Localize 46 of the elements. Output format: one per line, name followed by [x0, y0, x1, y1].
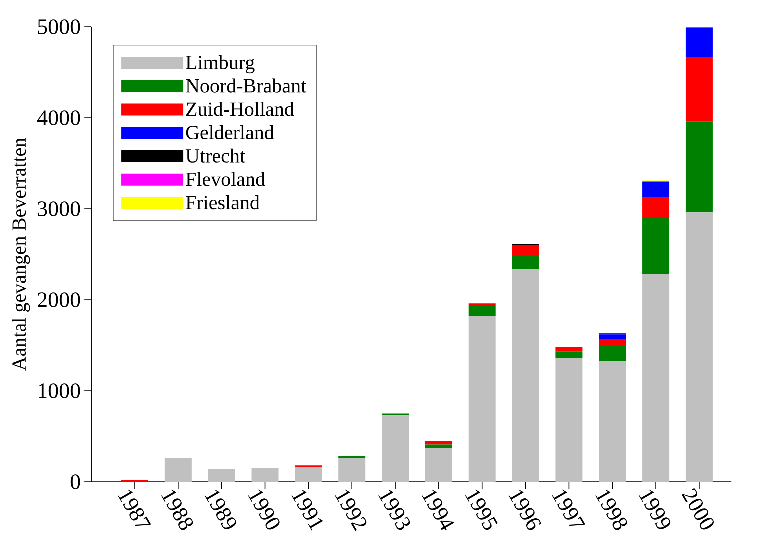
bar — [556, 347, 583, 352]
bar — [599, 334, 626, 340]
x-tick-label: 1987 — [118, 490, 152, 526]
bar — [425, 448, 452, 482]
y-tick-label: 3000 — [38, 202, 80, 216]
y-tick-label: 1000 — [39, 384, 80, 398]
bar — [642, 217, 670, 275]
bar — [295, 467, 322, 482]
legend-label: Utrecht — [186, 148, 246, 163]
bar — [512, 269, 540, 482]
y-tick-label: 2000 — [38, 292, 80, 308]
bar — [599, 339, 626, 346]
bar — [164, 458, 192, 482]
bar — [338, 458, 366, 482]
y-tick-label: 4000 — [38, 110, 80, 126]
bar — [512, 245, 540, 256]
bar — [425, 441, 452, 445]
y-axis-title: Aantal gevangen Beverratten — [12, 138, 30, 371]
legend-label: Limburg — [186, 55, 255, 74]
bar — [468, 306, 496, 316]
bar — [556, 352, 583, 358]
x-tick-label: 1997 — [552, 490, 586, 526]
bar — [425, 444, 452, 448]
bar — [686, 122, 713, 213]
bar — [642, 274, 670, 482]
bar — [382, 416, 410, 482]
legend-label: Zuid-Holland — [186, 102, 294, 116]
bar — [208, 469, 236, 482]
bar — [512, 255, 540, 270]
bar — [599, 360, 626, 482]
legend-label: Friesland — [186, 196, 260, 210]
legend-label: Gelderland — [186, 125, 274, 140]
bar — [556, 358, 583, 482]
bar — [686, 28, 713, 58]
bar — [599, 346, 626, 361]
bar — [686, 57, 713, 122]
bar — [642, 182, 670, 198]
bar — [642, 197, 670, 218]
bar — [686, 212, 713, 482]
y-tick-label: 0 — [70, 474, 80, 490]
legend-label: Flevoland — [186, 172, 266, 186]
bar — [468, 316, 496, 482]
bar — [252, 468, 279, 482]
y-tick-label: 5000 — [38, 20, 80, 34]
bar — [468, 304, 496, 306]
legend-label: Noord-Brabant — [186, 78, 306, 93]
